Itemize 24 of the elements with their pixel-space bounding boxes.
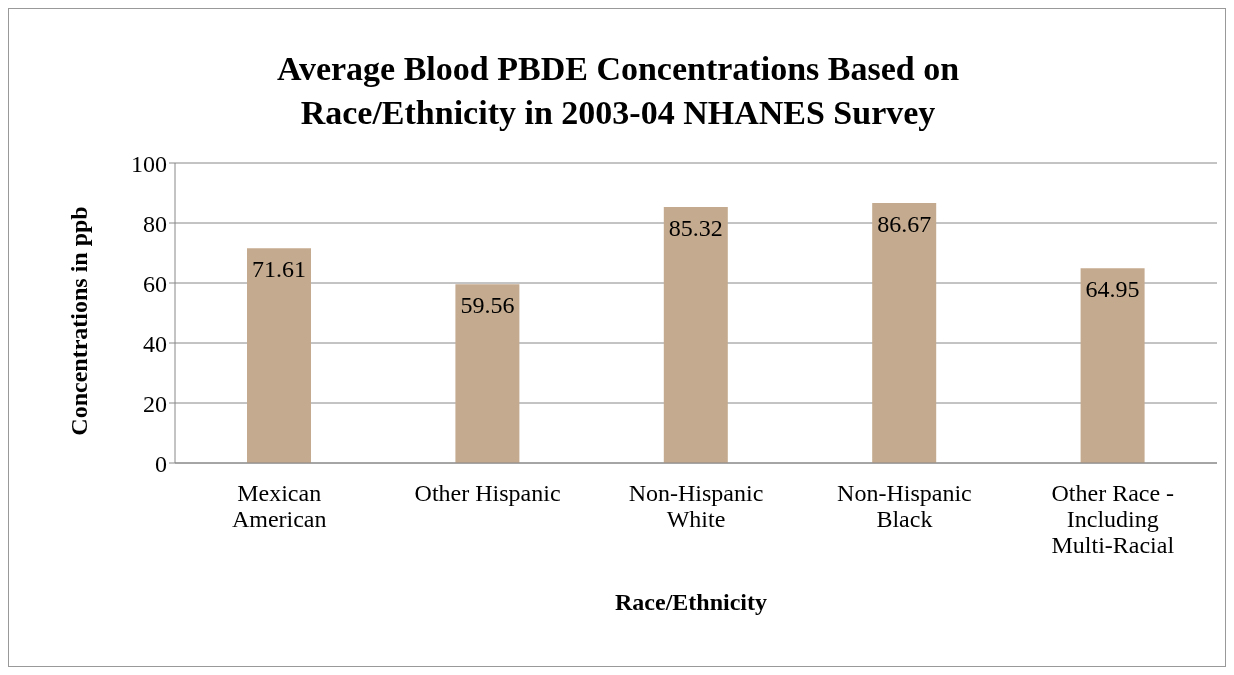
x-tick-label: Other Hispanic	[414, 479, 561, 506]
x-tick-label: Non-Hispanic Black	[837, 479, 972, 532]
data-label: 71.61	[252, 256, 306, 283]
data-label: 85.32	[668, 215, 723, 242]
x-axis-title: Race/Ethnicity	[614, 589, 768, 616]
x-tick-label: Other Race - Including Multi-Racial	[1051, 479, 1175, 559]
x-tick-label: Mexican American	[231, 479, 327, 532]
bar	[455, 284, 520, 463]
y-tick-label: 20	[143, 390, 167, 417]
y-tick-label: 100	[131, 150, 167, 177]
bar	[872, 202, 937, 463]
y-axis-title: Concentrations in ppb	[65, 206, 93, 436]
chart-title: Average Blood PBDE Concentrations Based on Race/Ethnicity in 2003-04 NHANES Survey	[275, 49, 961, 133]
x-tick-label: Non-Hispanic White	[628, 479, 764, 532]
y-tick-label: 60	[143, 270, 167, 297]
bar	[663, 207, 728, 463]
data-label: 86.67	[877, 211, 932, 238]
bar	[247, 248, 311, 463]
y-tick-label: 80	[143, 210, 167, 237]
data-label: 64.95	[1085, 276, 1140, 303]
y-tick-label: 40	[143, 330, 167, 357]
y-tick-label: 0	[155, 450, 167, 477]
data-label: 59.56	[460, 292, 515, 319]
bar	[1080, 268, 1145, 463]
